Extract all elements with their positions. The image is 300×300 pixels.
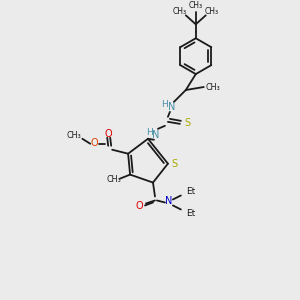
Text: Et: Et [186,209,195,218]
Text: O: O [104,129,112,139]
Text: CH₃: CH₃ [205,82,220,91]
Text: O: O [91,138,98,148]
Text: N: N [168,102,175,112]
Text: N: N [152,130,160,140]
Text: CH₃: CH₃ [107,175,122,184]
Text: N: N [165,196,172,206]
Text: CH₃: CH₃ [205,7,219,16]
Text: H: H [146,128,152,137]
Text: O: O [135,201,143,212]
Text: H: H [162,100,168,109]
Text: Et: Et [186,187,195,196]
Text: CH₃: CH₃ [67,131,82,140]
Text: S: S [172,159,178,169]
Text: CH₃: CH₃ [173,7,187,16]
Text: S: S [185,118,191,128]
Text: CH₃: CH₃ [189,1,203,10]
